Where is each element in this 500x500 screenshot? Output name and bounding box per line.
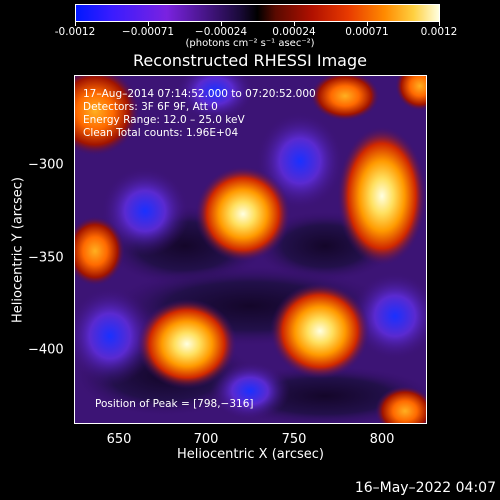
- info-peak-position: Position of Peak = [798,−316]: [95, 398, 254, 410]
- colorbar-tick: [439, 22, 440, 26]
- info-clean-counts: Clean Total counts: 1.96E+04: [83, 127, 239, 139]
- generation-date: 16–May–2022 04:07: [354, 480, 496, 496]
- x-tick-label: 750: [281, 432, 307, 447]
- info-energy-range: Energy Range: 12.0 – 25.0 keV: [83, 114, 245, 126]
- colorbar-tick: [367, 22, 368, 26]
- y-tick-label: −350: [28, 250, 64, 266]
- x-tick-label: 700: [193, 432, 219, 447]
- colorbar-tick-label: −0.00071: [121, 26, 175, 38]
- info-detectors: Detectors: 3F 6F 9F, Att 0: [83, 101, 218, 113]
- image-title: Reconstructed RHESSI Image: [133, 51, 367, 70]
- colorbar-tick-label: 0.0012: [420, 26, 458, 38]
- colorbar-tick-label: 0.00071: [345, 26, 389, 38]
- colorbar-tick-label: 0.00024: [272, 26, 316, 38]
- colorbar-units: (photons cm⁻² s⁻¹ asec⁻²): [185, 38, 315, 49]
- rhessi-image-canvas: [75, 76, 426, 423]
- colorbar-tick-label: −0.00024: [194, 26, 248, 38]
- colorbar-tick-label: -0.0012: [54, 26, 96, 38]
- colorbar-tick: [148, 22, 149, 26]
- x-tick-label: 800: [369, 432, 395, 447]
- x-axis-label: Heliocentric X (arcsec): [177, 447, 324, 462]
- info-time-range: 17–Aug–2014 07:14:52.000 to 07:20:52.000: [83, 88, 316, 100]
- rhessi-image: 17–Aug–2014 07:14:52.000 to 07:20:52.000…: [74, 75, 427, 424]
- y-tick-label: −300: [28, 157, 64, 173]
- colorbar: [75, 4, 440, 22]
- colorbar-tick: [294, 22, 295, 26]
- x-tick-label: 650: [106, 432, 132, 447]
- colorbar-tick: [75, 22, 76, 26]
- colorbar-tick: [221, 22, 222, 26]
- y-axis-label: Heliocentric Y (arcsec): [10, 177, 26, 323]
- y-tick-label: −400: [28, 342, 64, 358]
